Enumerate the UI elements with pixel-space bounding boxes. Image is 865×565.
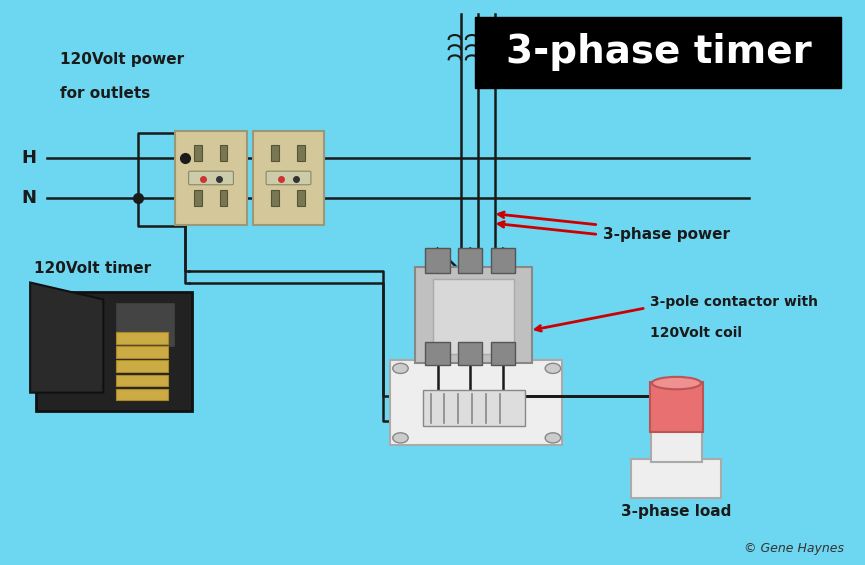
Text: 120Volt timer: 120Volt timer	[35, 261, 151, 276]
FancyBboxPatch shape	[491, 342, 515, 365]
FancyBboxPatch shape	[476, 17, 842, 88]
Text: H: H	[22, 149, 36, 167]
FancyBboxPatch shape	[426, 248, 450, 273]
Ellipse shape	[652, 377, 701, 389]
FancyBboxPatch shape	[253, 131, 324, 225]
FancyBboxPatch shape	[189, 171, 234, 185]
FancyBboxPatch shape	[650, 382, 702, 432]
FancyBboxPatch shape	[116, 332, 168, 344]
FancyBboxPatch shape	[116, 346, 168, 358]
FancyBboxPatch shape	[266, 171, 311, 185]
Text: 3-phase power: 3-phase power	[603, 227, 730, 242]
Circle shape	[393, 363, 408, 373]
Circle shape	[545, 433, 561, 443]
Text: © Gene Haynes: © Gene Haynes	[744, 541, 844, 555]
FancyBboxPatch shape	[115, 302, 175, 347]
Text: 120Volt power: 120Volt power	[61, 52, 184, 67]
FancyBboxPatch shape	[298, 190, 304, 206]
FancyBboxPatch shape	[491, 248, 515, 273]
Polygon shape	[30, 282, 103, 393]
FancyBboxPatch shape	[426, 342, 450, 365]
FancyBboxPatch shape	[220, 145, 227, 161]
Text: 120Volt coil: 120Volt coil	[650, 327, 742, 340]
FancyBboxPatch shape	[36, 292, 192, 411]
FancyBboxPatch shape	[116, 360, 168, 372]
FancyBboxPatch shape	[116, 375, 168, 386]
Text: for outlets: for outlets	[61, 86, 151, 101]
FancyBboxPatch shape	[390, 360, 561, 445]
FancyBboxPatch shape	[220, 190, 227, 206]
FancyBboxPatch shape	[116, 389, 168, 400]
Text: N: N	[22, 189, 36, 207]
Text: 3-phase timer: 3-phase timer	[506, 33, 811, 71]
FancyBboxPatch shape	[433, 279, 514, 354]
FancyBboxPatch shape	[194, 190, 202, 206]
FancyBboxPatch shape	[272, 190, 279, 206]
FancyBboxPatch shape	[272, 145, 279, 161]
FancyBboxPatch shape	[423, 390, 525, 426]
FancyBboxPatch shape	[631, 459, 721, 498]
FancyBboxPatch shape	[415, 267, 532, 363]
FancyBboxPatch shape	[176, 131, 247, 225]
FancyBboxPatch shape	[651, 428, 702, 462]
Text: 3-pole contactor with: 3-pole contactor with	[650, 295, 818, 309]
FancyBboxPatch shape	[194, 145, 202, 161]
Circle shape	[545, 363, 561, 373]
FancyBboxPatch shape	[458, 342, 483, 365]
Circle shape	[393, 433, 408, 443]
Text: 3-phase load: 3-phase load	[621, 504, 731, 519]
FancyBboxPatch shape	[298, 145, 304, 161]
FancyBboxPatch shape	[458, 248, 483, 273]
